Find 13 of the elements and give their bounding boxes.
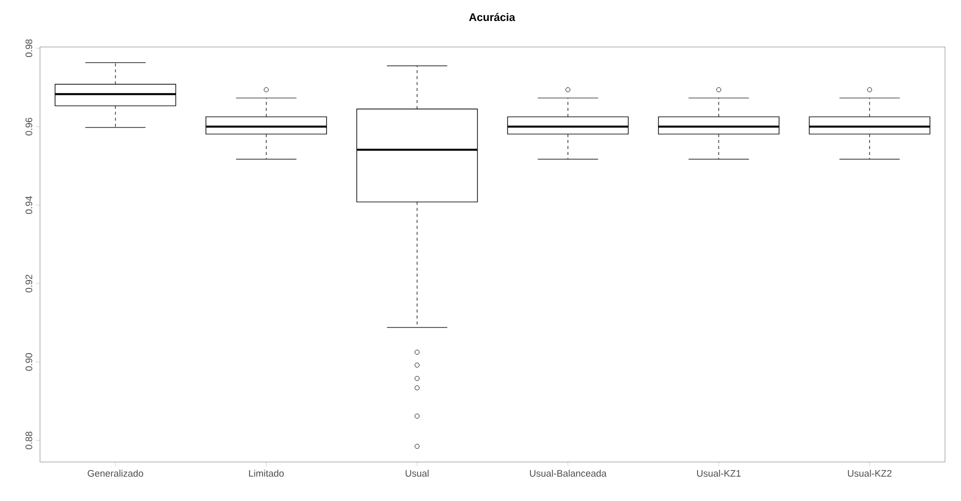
- chart-title: Acurácia: [469, 12, 516, 22]
- x-tick-label: Limitado: [249, 470, 284, 477]
- y-tick-label: 0.98: [26, 39, 32, 58]
- y-tick-label: 0.94: [26, 196, 32, 214]
- x-tick-label: Usual-KZ2: [848, 470, 892, 477]
- x-tick-label: Usual-KZ1: [697, 470, 741, 477]
- y-tick-label: 0.96: [26, 118, 32, 136]
- x-tick-label: Usual-Balanceada: [530, 470, 607, 477]
- y-tick-label: 0.92: [26, 274, 32, 292]
- x-tick-label: Generalizado: [88, 470, 144, 477]
- x-tick-label: Usual: [406, 470, 429, 477]
- y-tick-label: 0.88: [26, 432, 32, 450]
- y-tick-label: 0.90: [26, 353, 32, 371]
